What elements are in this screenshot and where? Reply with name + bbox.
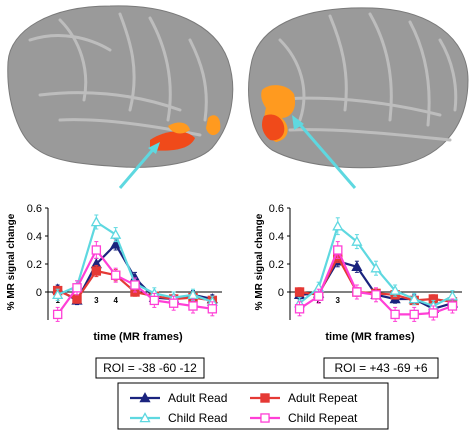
- brain-right-hemisphere: [248, 7, 469, 169]
- data-point: [408, 293, 420, 304]
- activation-left-red: [150, 131, 195, 151]
- legend-marker: [139, 412, 151, 423]
- data-point: [332, 220, 344, 231]
- data-point: [333, 245, 343, 255]
- legend-entry-adult-repeat: Adult Repeat: [250, 391, 358, 405]
- legend-label: Child Repeat: [288, 411, 358, 425]
- data-point: [351, 260, 363, 272]
- frame-number-label: 3: [94, 296, 99, 305]
- legend-marker: [139, 392, 151, 403]
- legend-label: Child Read: [168, 411, 227, 425]
- data-point: [294, 287, 305, 297]
- y-tick-label: 0.4: [27, 231, 42, 243]
- data-point: [351, 235, 363, 246]
- data-point: [409, 309, 419, 320]
- data-point: [313, 291, 324, 301]
- data-point: [110, 270, 121, 280]
- legend-entry-child-read: Child Read: [130, 411, 227, 425]
- y-tick-label: 0.6: [27, 203, 42, 215]
- y-axis-title: % MR signal change: [254, 213, 265, 310]
- data-point: [352, 287, 362, 297]
- data-point: [188, 301, 198, 311]
- y-tick-label: 0.6: [269, 203, 284, 215]
- data-point: [168, 298, 179, 308]
- data-point: [91, 266, 102, 276]
- data-point: [389, 284, 401, 295]
- data-point: [72, 283, 82, 293]
- data-point: [371, 290, 381, 300]
- pointer-arrowhead-right: [292, 115, 304, 130]
- series-child-repeat: [52, 241, 218, 322]
- data-point: [428, 308, 439, 318]
- y-tick-label: 0.2: [27, 259, 42, 271]
- x-axis-title: time (MR frames): [93, 331, 183, 343]
- data-point: [72, 294, 82, 304]
- data-point: [91, 245, 102, 255]
- legend-entry-adult-read: Adult Read: [130, 391, 227, 405]
- frame-number-label: 3: [336, 296, 341, 305]
- data-point: [370, 262, 382, 273]
- data-point: [187, 288, 199, 300]
- y-tick-label: 0: [278, 287, 284, 299]
- legend-label: Adult Read: [168, 391, 227, 405]
- data-point: [294, 304, 305, 314]
- legend: Adult Read Adult Repeat Child Read Child Re…: [117, 382, 389, 430]
- activation-right-red: [262, 114, 285, 141]
- pointer-arrowhead-left: [148, 142, 160, 154]
- roi-label-right: ROI = +43 -69 +6: [334, 361, 427, 375]
- data-point: [90, 216, 102, 227]
- series-child-repeat: [294, 241, 458, 322]
- data-point: [207, 304, 218, 314]
- roi-box-left: [95, 357, 205, 379]
- y-tick-label: 0.4: [269, 231, 284, 243]
- legend-box: [117, 382, 389, 430]
- data-point: [390, 309, 400, 320]
- activation-left-orange-2: [206, 115, 221, 136]
- pointer-arrow-left: [118, 145, 158, 189]
- activation-left-orange: [168, 122, 190, 134]
- legend-entry-child-repeat: Child Repeat: [250, 411, 358, 425]
- data-point: [130, 280, 140, 290]
- brain-left-hemisphere: [7, 5, 234, 168]
- data-point: [52, 309, 63, 320]
- y-tick-label: 0.2: [269, 259, 284, 271]
- pointer-arrow-right: [294, 119, 357, 189]
- x-axis-title: time (MR frames): [325, 331, 415, 343]
- data-point: [149, 295, 160, 306]
- data-point: [52, 288, 64, 300]
- chart-right: 0.60.40.20123time (MR frames)% MR signal…: [254, 203, 462, 343]
- y-axis-title: % MR signal change: [6, 213, 17, 310]
- data-point: [110, 228, 122, 239]
- chart-left: 0.60.40.20134time (MR frames)% MR signal…: [6, 203, 222, 343]
- roi-label-left: ROI = -38 -60 -12: [103, 361, 197, 375]
- data-point: [447, 301, 458, 311]
- data-point: [110, 238, 122, 249]
- legend-marker: [260, 393, 270, 403]
- roi-box-right: [323, 357, 439, 379]
- legend-marker: [260, 413, 270, 423]
- y-tick-label: 0: [36, 287, 42, 299]
- legend-label: Adult Repeat: [288, 391, 358, 405]
- frame-number-label: 4: [113, 296, 118, 305]
